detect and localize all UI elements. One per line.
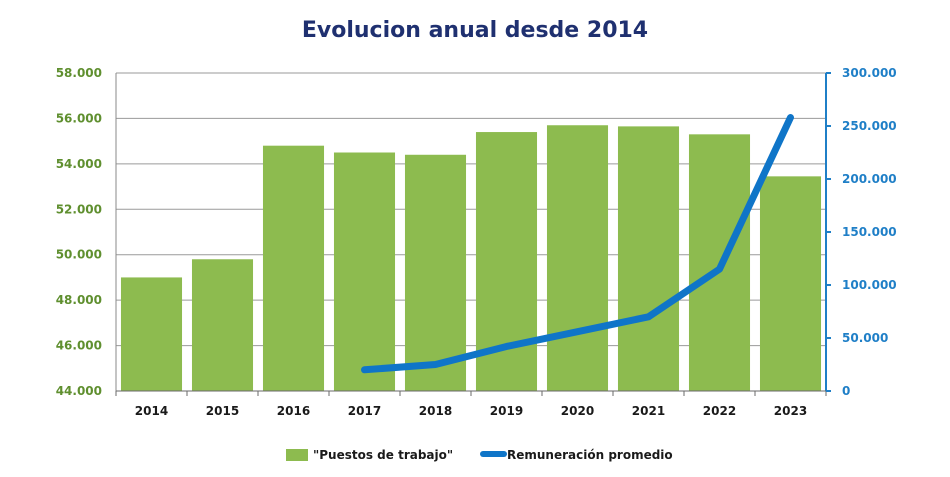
x-tick-label: 2018 [419, 404, 452, 418]
legend-swatch-bars [286, 449, 308, 461]
x-tick-label: 2022 [703, 404, 736, 418]
y-right-tick-label: 150.000 [842, 225, 897, 239]
x-tick-label: 2016 [277, 404, 310, 418]
bar-2021 [617, 126, 680, 391]
y-left-tick-label: 52.000 [56, 202, 102, 216]
bar-2018 [404, 154, 467, 391]
bar-2023 [759, 176, 822, 391]
y-right-tick-label: 250.000 [842, 119, 897, 133]
bar-series [120, 125, 822, 392]
y-left-tick-label: 56.000 [56, 111, 102, 125]
y-left-tick-label: 50.000 [56, 248, 102, 262]
y-right-tick-label: 200.000 [842, 172, 897, 186]
y-right-tick-label: 0 [842, 384, 850, 398]
chart-title: Evolucion anual desde 2014 [302, 18, 648, 43]
y-left-tick-label: 46.000 [56, 339, 102, 353]
y-left-tick-label: 58.000 [56, 66, 102, 80]
bar-2020 [546, 125, 609, 391]
x-tick-label: 2015 [206, 404, 239, 418]
axes [115, 72, 831, 396]
x-tick-label: 2017 [348, 404, 381, 418]
legend: "Puestos de trabajo" Remuneración promed… [286, 448, 673, 462]
bar-2016 [262, 145, 325, 391]
bar-2014 [120, 277, 183, 391]
x-tick-label: 2023 [774, 404, 807, 418]
x-tick-label: 2014 [135, 404, 168, 418]
line-series [361, 114, 794, 374]
x-tick-label: 2020 [561, 404, 594, 418]
bar-2017 [333, 152, 396, 391]
x-tick-label: 2021 [632, 404, 665, 418]
bar-2015 [191, 259, 254, 391]
y-right-tick-label: 100.000 [842, 278, 897, 292]
legend-label-line: Remuneración promedio [507, 448, 673, 462]
y-right-tick-label: 300.000 [842, 66, 897, 80]
y-left-tick-label: 44.000 [56, 384, 102, 398]
legend-label-bars: "Puestos de trabajo" [313, 448, 453, 462]
line-remuneracion-promedio [361, 114, 794, 374]
y-left-tick-label: 54.000 [56, 157, 102, 171]
tick-labels: 44.000 46.000 48.000 50.000 52.000 54.000 56.0… [56, 66, 897, 418]
y-right-tick-label: 50.000 [842, 331, 888, 345]
x-tick-label: 2019 [490, 404, 523, 418]
y-left-tick-label: 48.000 [56, 293, 102, 307]
